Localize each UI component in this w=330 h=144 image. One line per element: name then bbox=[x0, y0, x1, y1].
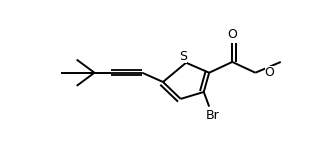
Text: O: O bbox=[265, 66, 275, 79]
Text: Br: Br bbox=[206, 109, 220, 122]
Text: O: O bbox=[227, 29, 237, 41]
Text: S: S bbox=[179, 50, 187, 63]
